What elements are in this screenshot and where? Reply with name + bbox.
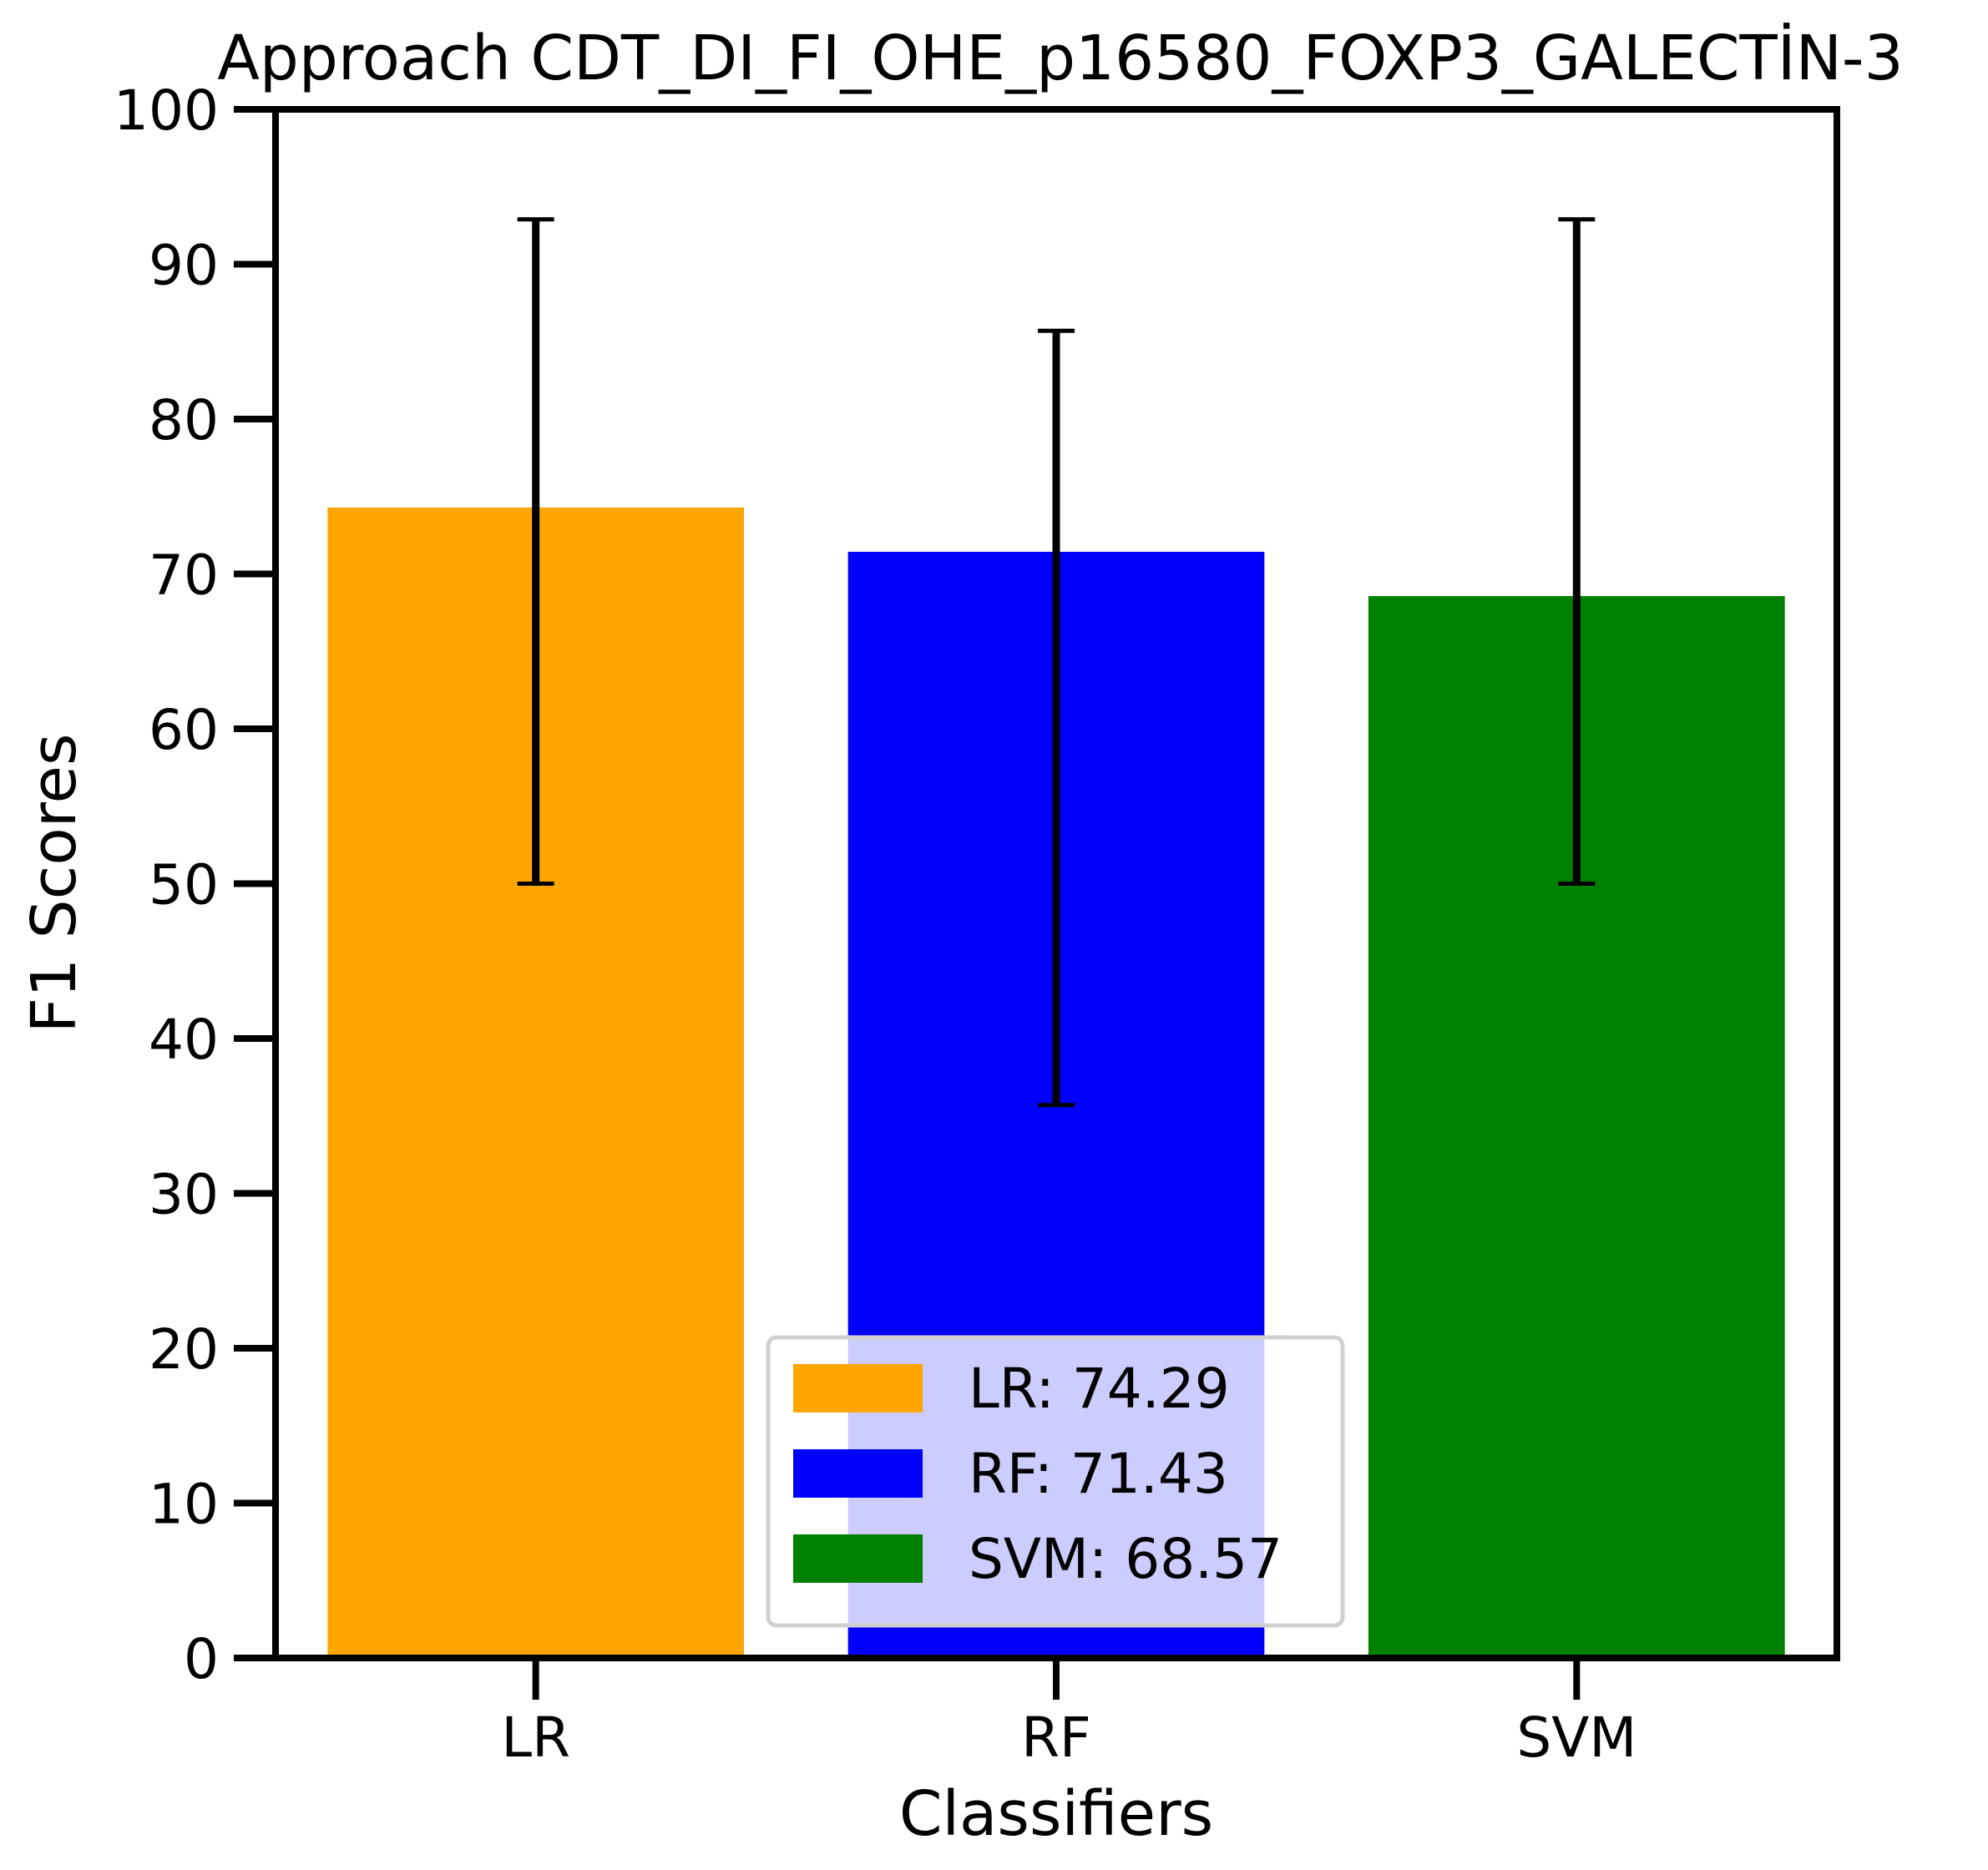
error-bar-lr	[517, 217, 554, 886]
legend-entry: LR: 74.29	[793, 1357, 1230, 1421]
y-tick-label: 100	[114, 78, 219, 143]
error-bar-svm	[1558, 217, 1596, 886]
legend-swatch	[793, 1449, 923, 1498]
legend-swatch	[793, 1534, 923, 1583]
y-axis-label: F1 Scores	[18, 734, 90, 1034]
y-tick-label: 20	[149, 1317, 219, 1382]
x-axis: LR RF SVM	[501, 1658, 1636, 1770]
x-tick-label: SVM	[1516, 1706, 1636, 1770]
y-tick-label: 0	[184, 1627, 219, 1691]
x-tick-label: LR	[501, 1706, 570, 1770]
legend: LR: 74.29 RF: 71.43 SVM: 68.57	[766, 1335, 1345, 1628]
x-tick-label: RF	[1021, 1706, 1091, 1770]
chart-title: Approach CDT_DI_FI_OHE_p16580_FOXP3_GALE…	[217, 22, 1903, 94]
error-bar-rf	[1038, 328, 1075, 1108]
y-tick-label: 30	[149, 1163, 219, 1227]
legend-entry: RF: 71.43	[793, 1442, 1228, 1506]
legend-swatch	[793, 1364, 923, 1413]
legend-label: LR: 74.29	[969, 1357, 1230, 1421]
y-tick-label: 70	[149, 543, 219, 608]
y-tick-label: 40	[149, 1008, 219, 1072]
y-tick-label: 50	[149, 853, 219, 917]
x-axis-label: Classifiers	[899, 1778, 1213, 1850]
legend-label: RF: 71.43	[969, 1442, 1228, 1506]
y-tick-label: 80	[149, 388, 219, 452]
errorbars-layer	[517, 217, 1596, 1108]
y-tick-label: 10	[149, 1473, 219, 1537]
y-tick-label: 90	[149, 234, 219, 298]
legend-entry: SVM: 68.57	[793, 1527, 1282, 1591]
legend-label: SVM: 68.57	[969, 1527, 1282, 1591]
y-axis: 0 10 20 30 40 50 60 70 80 90 100	[114, 78, 276, 1691]
y-tick-label: 60	[149, 698, 219, 762]
